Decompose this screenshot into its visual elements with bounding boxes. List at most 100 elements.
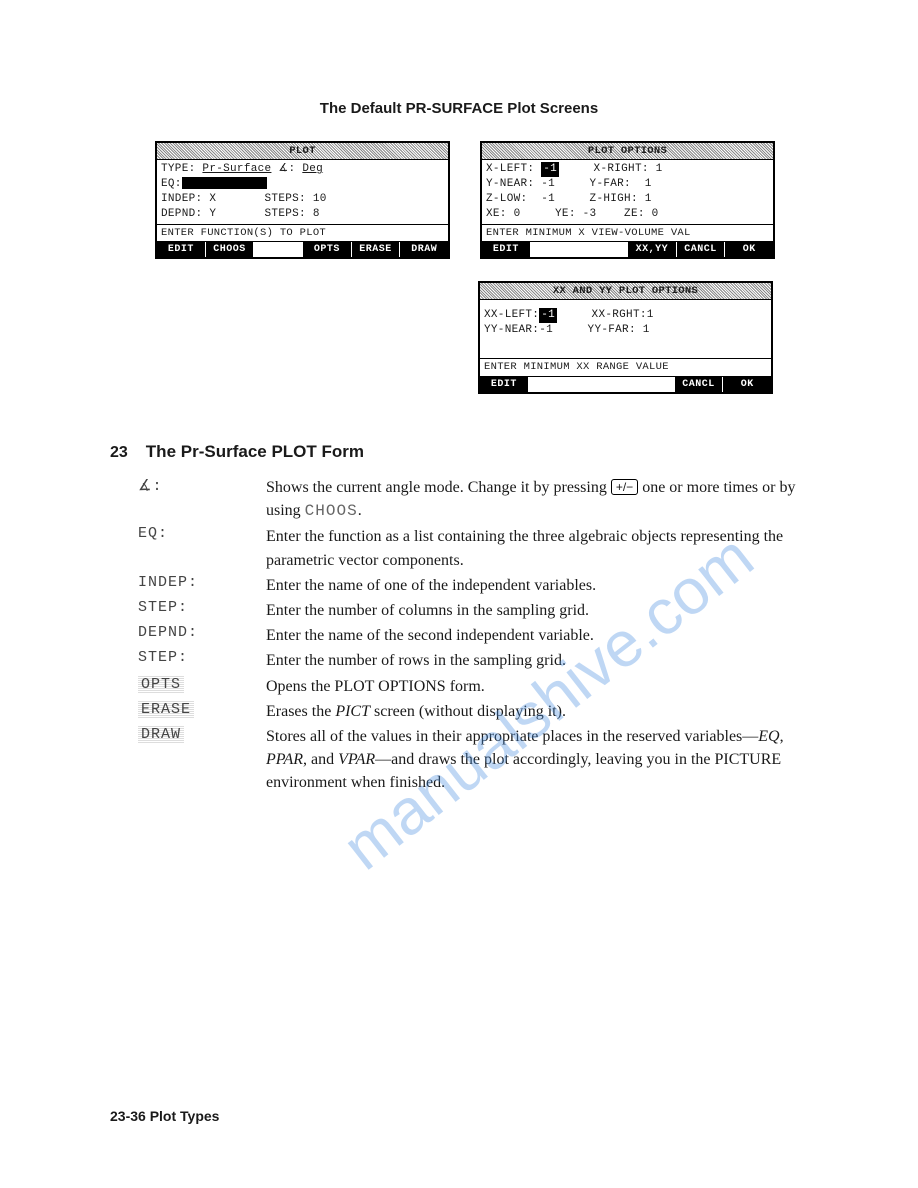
definition-description: Opens the PLOT OPTIONS form. (266, 675, 808, 698)
menu-ok-2[interactable]: OK (725, 242, 773, 258)
italic-text: VPAR (338, 751, 375, 768)
definition-description: Shows the current angle mode. Change it … (266, 476, 808, 523)
definition-row: INDEP:Enter the name of one of the indep… (138, 574, 808, 597)
label-ye: YE: (521, 207, 583, 222)
menu-cancl-3[interactable]: CANCL (675, 377, 724, 393)
menu-blank-2a (531, 242, 580, 258)
label-steps2: STEPS: (216, 207, 313, 222)
definition-row: OPTS Opens the PLOT OPTIONS form. (138, 675, 808, 698)
screen-xxyy-hint: ENTER MINIMUM XX RANGE VALUE (480, 358, 771, 375)
definition-description: Enter the function as a list containing … (266, 525, 808, 571)
menu-blank-3b (577, 377, 626, 393)
label-eq: EQ: (161, 177, 182, 192)
screen-plot: PLOT TYPE: Pr-Surface ∡: Deg EQ: INDEP: … (155, 141, 450, 259)
definition-description: Erases the PICT screen (without displayi… (266, 700, 808, 723)
label-yyfar: YY-FAR: (553, 323, 643, 338)
label-yfar: Y-FAR: (555, 177, 645, 192)
value-xxleft: -1 (539, 308, 557, 323)
value-indep: X (209, 192, 216, 207)
screen-options-menu: EDIT XX,YY CANCL OK (482, 241, 773, 258)
value-xe: 0 (514, 207, 521, 222)
label-xxrght: XX-RGHT: (557, 308, 647, 323)
definition-row: DEPND:Enter the name of the second indep… (138, 624, 808, 647)
screen-options-body: X-LEFT: -1 X-RIGHT: 1 Y-NEAR: -1 Y-FAR: … (482, 160, 773, 223)
italic-text: EQ (758, 728, 779, 745)
menu-cancl-2[interactable]: CANCL (677, 242, 726, 258)
menu-draw[interactable]: DRAW (400, 242, 448, 258)
page-footer: 23-36 Plot Types (110, 1108, 219, 1124)
value-ye: -3 (583, 207, 597, 222)
label-xright: X-RIGHT: (559, 162, 656, 177)
definition-description: Stores all of the values in their approp… (266, 725, 808, 795)
menu-blank (254, 242, 303, 258)
page-title: The Default PR-SURFACE Plot Screens (110, 100, 808, 117)
menu-xxyy[interactable]: XX,YY (628, 242, 677, 258)
screen-plot-title: PLOT (157, 143, 448, 160)
label-ze: ZE: (596, 207, 651, 222)
screen-xxyy-title: XX AND YY PLOT OPTIONS (480, 283, 771, 300)
definition-term: OPTS (138, 676, 184, 693)
definition-list: ∡:Shows the current angle mode. Change i… (138, 476, 808, 794)
menu-ok-3[interactable]: OK (723, 377, 771, 393)
label-indep: INDEP: (161, 192, 209, 207)
chapter-number: 23 (110, 444, 128, 462)
label-yynear: YY-NEAR: (484, 323, 539, 338)
label-xe: XE: (486, 207, 514, 222)
definition-description: Enter the name of one of the independent… (266, 574, 808, 597)
value-zhigh: 1 (645, 192, 652, 207)
menu-blank-2b (579, 242, 628, 258)
screen-options-hint: ENTER MINIMUM X VIEW-VOLUME VAL (482, 224, 773, 241)
label-xxleft: XX-LEFT: (484, 308, 539, 323)
definition-row: EQ:Enter the function as a list containi… (138, 525, 808, 571)
label-zlow: Z-LOW: (486, 192, 541, 207)
definition-term: INDEP: (138, 574, 266, 597)
menu-blank-3c (626, 377, 675, 393)
label-angle: ∡: (271, 162, 302, 177)
value-angle: Deg (302, 162, 323, 177)
definition-term: ERASE (138, 701, 194, 718)
section-head: 23 The Pr-Surface PLOT Form (110, 442, 808, 462)
screen-plot-options: PLOT OPTIONS X-LEFT: -1 X-RIGHT: 1 Y-NEA… (480, 141, 775, 259)
value-steps1: 10 (313, 192, 327, 207)
menu-edit[interactable]: EDIT (157, 242, 206, 258)
definition-row: DRAW Stores all of the values in their ap… (138, 725, 808, 795)
definition-term: ∡: (138, 476, 266, 523)
value-yyfar: 1 (643, 323, 650, 338)
label-steps1: STEPS: (216, 192, 313, 207)
value-depnd: Y (209, 207, 216, 222)
label-ynear: Y-NEAR: (486, 177, 541, 192)
screens-row-1: PLOT TYPE: Pr-Surface ∡: Deg EQ: INDEP: … (155, 141, 808, 259)
value-xright: 1 (656, 162, 663, 177)
definition-term: EQ: (138, 525, 266, 571)
screen-plot-body: TYPE: Pr-Surface ∡: Deg EQ: INDEP: X STE… (157, 160, 448, 223)
definition-term: STEP: (138, 649, 266, 672)
screen-plot-hint: ENTER FUNCTION(S) TO PLOT (157, 224, 448, 241)
screen-xxyy-options: XX AND YY PLOT OPTIONS XX-LEFT: -1 XX-RG… (478, 281, 773, 394)
label-depnd: DEPND: (161, 207, 209, 222)
menu-blank-3a (529, 377, 578, 393)
menu-choos[interactable]: CHOOS (206, 242, 255, 258)
definition-row: STEP:Enter the number of columns in the … (138, 599, 808, 622)
screens-row-2: XX AND YY PLOT OPTIONS XX-LEFT: -1 XX-RG… (110, 281, 773, 394)
label-type: TYPE: (161, 162, 202, 177)
definition-description: Enter the name of the second independent… (266, 624, 808, 647)
menu-edit-2[interactable]: EDIT (482, 242, 531, 258)
definition-term: DEPND: (138, 624, 266, 647)
label-xleft: X-LEFT: (486, 162, 541, 177)
screen-xxyy-menu: EDIT CANCL OK (480, 376, 771, 393)
definition-row: ERASE Erases the PICT screen (without dis… (138, 700, 808, 723)
screen-xxyy-body: XX-LEFT: -1 XX-RGHT: 1 YY-NEAR: -1 YY-FA… (480, 300, 771, 358)
menu-edit-3[interactable]: EDIT (480, 377, 529, 393)
mono-text: CHOOS (305, 502, 358, 520)
menu-opts[interactable]: OPTS (303, 242, 352, 258)
value-zlow: -1 (541, 192, 555, 207)
menu-erase[interactable]: ERASE (352, 242, 401, 258)
definition-description: Enter the number of columns in the sampl… (266, 599, 808, 622)
label-zhigh: Z-HIGH: (555, 192, 645, 207)
italic-text: PPAR (266, 751, 303, 768)
keycap-icon: +/− (611, 479, 638, 495)
section-title: The Pr-Surface PLOT Form (146, 442, 364, 462)
screen-plot-menu: EDIT CHOOS OPTS ERASE DRAW (157, 241, 448, 258)
definition-term: DRAW (138, 726, 184, 743)
definition-term: STEP: (138, 599, 266, 622)
